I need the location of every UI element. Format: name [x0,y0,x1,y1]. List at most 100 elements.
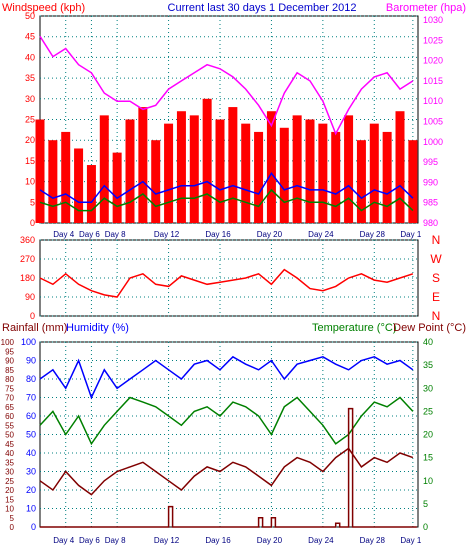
humidity-line [39,355,414,400]
humidity-tick-labels: 0 10 20 30 40 50 60 70 80 90 100 [21,337,36,532]
windspeed-bar [395,111,405,223]
temperature-axis-label: Temperature (°C) [312,322,396,334]
windspeed-bar [125,119,135,223]
compass-label: W [430,252,442,266]
windspeed-tick-labels: 0 5 10 15 20 25 30 35 40 45 50 [25,11,35,228]
day-tick-label: Day 6 [79,536,100,545]
day-tick-label: Day 12 [154,230,180,239]
windspeed-bar [48,140,58,223]
direction-plot-frame [39,239,419,317]
day-tick-label: Day 4 [53,230,74,239]
day-tick-label: Day 4 [53,536,74,545]
rainfall-line [40,407,417,528]
rainfall-tick: 40 [5,449,14,458]
windspeed-bar [408,140,418,223]
humidity-tick: 40 [26,448,36,458]
rainfall-tick: 10 [5,505,14,514]
rainfall-tick: 25 [5,477,14,486]
temperature-line [39,396,414,446]
temperature-tick: 15 [423,453,433,463]
barometer-tick: 1005 [423,117,443,127]
rainfall-tick: 90 [5,357,14,366]
windspeed-bar [344,115,354,223]
rainfall-tick: 100 [1,338,15,347]
windspeed-tick: 10 [25,177,35,187]
windspeed-tick: 40 [25,52,35,62]
barometer-tick: 1030 [423,15,443,25]
day-tick-label: Day 24 [308,536,334,545]
wind-day-tick-labels: Day 4 Day 6 Day 8 Day 12 Day 16 Day 20 Day 24 D… [53,230,422,239]
windspeed-axis-label: Windspeed (kph) [2,2,85,14]
windspeed-bar [356,140,366,223]
windspeed-bar [112,152,122,223]
rainfall-tick: 65 [5,403,14,412]
temperature-tick: 5 [423,499,428,509]
day-tick-label: Day 1 [400,230,421,239]
direction-tick: 0 [30,311,35,321]
windspeed-tick: 45 [25,32,35,42]
day-tick-label: Day 12 [154,536,180,545]
rainfall-tick: 35 [5,458,14,467]
windspeed-bar [151,140,161,223]
compass-label: N [432,233,441,247]
windspeed-bar [305,119,315,223]
humidity-tick: 60 [26,411,36,421]
windspeed-bar [99,115,109,223]
rainfall-tick: 60 [5,412,14,421]
windspeed-tick: 15 [25,156,35,166]
windspeed-bar [279,127,289,223]
windspeed-tick: 35 [25,73,35,83]
windspeed-tick: 50 [25,11,35,21]
windspeed-tick: 5 [30,197,35,207]
barometer-tick: 995 [423,157,438,167]
windspeed-bar [35,119,45,223]
barometer-tick: 1010 [423,96,443,106]
rainfall-tick: 50 [5,431,14,440]
day-tick-label: Day 16 [205,230,231,239]
windspeed-bar [254,131,264,223]
barometer-line [39,35,414,136]
windspeed-bar [138,107,148,223]
rainfall-tick: 55 [5,421,14,430]
humidity-tick: 70 [26,393,36,403]
dewpoint-line [39,447,414,496]
rainfall-tick: 15 [5,495,14,504]
windspeed-bar [61,131,71,223]
humidity-tick: 50 [26,430,36,440]
average-line [39,188,414,212]
temp-humidity-panel: Rainfall (mm) Humidity (%) Temperature (… [1,322,466,545]
temp-series [39,355,417,528]
day-tick-label: Day 28 [360,230,386,239]
rainfall-tick: 5 [10,514,15,523]
day-tick-label: Day 1 [400,536,421,545]
windspeed-bar [382,131,392,223]
gust-line [39,171,414,204]
windspeed-bar [318,123,328,223]
windspeed-bar [292,115,302,223]
barometer-tick: 1020 [423,56,443,66]
barometer-tick: 985 [423,198,438,208]
windspeed-bar [176,111,186,223]
rainfall-tick: 0 [10,523,15,532]
temperature-tick: 0 [423,522,428,532]
barometer-tick: 1025 [423,35,443,45]
wind-barometer-panel: Windspeed (kph) Current last 30 days 1 D… [2,2,466,239]
barometer-tick: 1000 [423,137,443,147]
barometer-tick: 980 [423,218,438,228]
windspeed-bar [164,123,174,223]
rainfall-tick: 80 [5,375,14,384]
windspeed-bar [215,119,225,223]
day-tick-label: Day 8 [105,230,126,239]
windspeed-bar [86,165,96,223]
temperature-tick: 35 [423,360,433,370]
windspeed-tick: 20 [25,135,35,145]
windspeed-bar [369,123,379,223]
direction-series [39,268,414,298]
direction-gridlines [40,239,418,317]
barometer-tick: 990 [423,177,438,187]
humidity-tick: 10 [26,504,36,514]
direction-tick: 360 [20,235,35,245]
rainfall-tick: 20 [5,486,14,495]
rainfall-tick: 30 [5,468,14,477]
